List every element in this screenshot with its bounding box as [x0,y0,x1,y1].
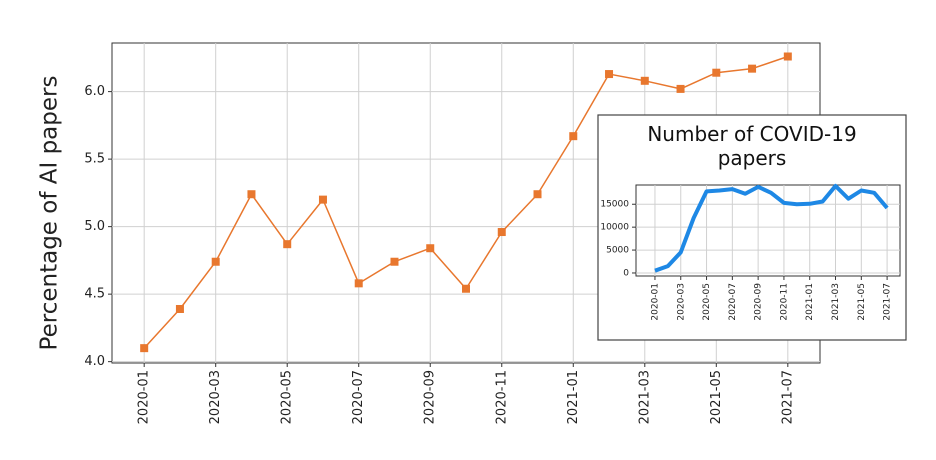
marker [354,279,363,288]
x-tick-label: 2020-03 [208,370,223,424]
x-tick-label: 2020-11 [494,370,509,424]
marker [390,257,399,266]
x-tick-label: 2021-01 [566,370,581,424]
x-tick-label: 2021-05 [857,283,867,321]
marker [426,244,435,253]
marker [283,240,292,249]
x-tick-label: 2020-11 [779,283,789,321]
x-tick-label: 2020-07 [351,370,366,424]
marker [748,64,757,73]
y-tick-label: 15000 [600,200,629,210]
y-tick-label: 5.0 [84,219,105,234]
marker [247,190,256,199]
x-tick-label: 2021-07 [780,370,795,424]
x-tick-label: 2021-03 [637,370,652,424]
y-tick-label: 5000 [606,246,629,256]
marker [211,257,220,266]
y-tick-label: 6.0 [84,84,105,99]
inset-chart: 0 5000 10000 15000 2020-01 2020-03 2020-05 2020… [597,114,907,341]
data-line [654,183,889,273]
x-tick-label: 2020-05 [702,283,712,321]
marker [175,304,184,313]
marker [533,190,542,199]
y-tick-label: 10000 [600,223,629,233]
marker [569,132,578,141]
y-tick-label: 4.5 [84,287,105,302]
x-tick-label: 2020-09 [754,283,764,321]
marker [318,195,327,204]
x-tick-label: 2020-07 [728,283,738,321]
x-tick-label: 2020-05 [280,370,295,424]
y-tick-label: 5.5 [84,152,105,167]
x-tick-label: 2020-01 [137,370,152,424]
marker [605,70,614,79]
marker [640,76,649,85]
marker [783,52,792,61]
x-tick-label: 2020-09 [423,370,438,424]
x-tick-label: 2020-03 [676,283,686,321]
marker [497,228,506,237]
x-tick-label: 2021-05 [709,370,724,424]
y-tick-label: 4.0 [84,354,105,369]
marker [712,68,721,77]
marker [140,344,149,353]
x-tick-label: 2020-01 [650,283,660,321]
x-tick-label: 2021-03 [831,283,841,321]
x-tick-label: 2021-07 [883,283,893,321]
x-tick-label: 2021-01 [805,283,815,321]
y-tick-label: 0 [623,268,629,278]
plot-area [635,184,901,277]
marker [462,284,470,293]
y-axis-label: Percentage of AI papers [37,76,63,351]
marker [676,84,685,93]
inset-title: Number of COVID-19 papers [647,122,857,170]
